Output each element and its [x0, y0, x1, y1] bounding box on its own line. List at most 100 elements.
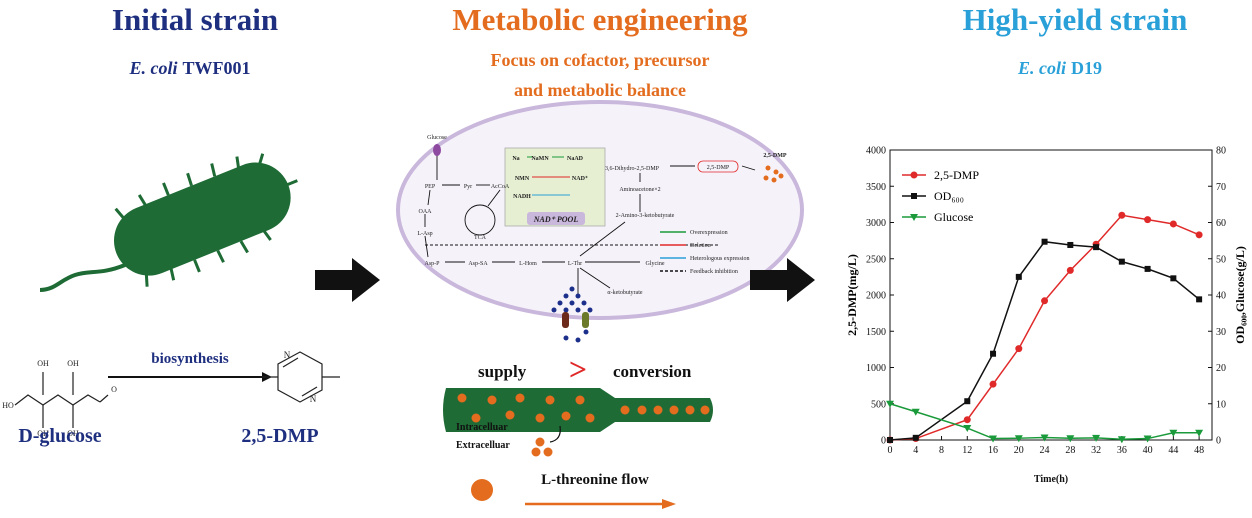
y2-axis-label: OD₆₀₀,Glucose(g/L) — [1233, 246, 1247, 344]
x-tick-label: 24 — [1040, 445, 1050, 456]
pathway-node: Glycine — [646, 261, 665, 267]
glucose-structure — [14, 372, 109, 428]
middle-title: Metabolic engineering — [452, 2, 748, 37]
y-tick-label: 500 — [871, 399, 886, 410]
x-tick-label: 12 — [962, 445, 972, 456]
legend-label: OD₆₀₀ — [934, 189, 964, 203]
pathway-labels: Glucose PEP Pyr AcCoA OAA L-Asp TCA Asp-P Asp-SA… — [417, 135, 787, 296]
data-point — [1014, 435, 1023, 443]
atom-label: OH — [67, 359, 79, 368]
nad-labels: Na NaMN NaAD NMN NAD⁺ NADH — [512, 156, 588, 200]
x-axis-label: Time(h) — [1034, 474, 1068, 485]
data-point — [1093, 244, 1100, 251]
y-tick-label: 2000 — [866, 291, 886, 302]
x-tick-label: 36 — [1117, 445, 1127, 456]
pyrazine-atoms: NN — [284, 350, 317, 404]
data-point — [963, 425, 972, 433]
data-point — [1170, 275, 1177, 282]
chart: 0 4 8 12 16 20 24 28 32 36 40 44 4805001000150020002… — [845, 146, 1247, 486]
x-tick-label: 28 — [1065, 445, 1075, 456]
pathway-node: 3,6-Dihydro-2,5-DMP — [605, 166, 660, 172]
nad-pool-label: NAD⁺ POOL — [533, 215, 579, 224]
substrate-label: D-glucose — [18, 425, 101, 447]
y2-tick-label: 0 — [1216, 436, 1221, 447]
bacterium — [39, 153, 298, 292]
left-subtitle: E. coli TWF001 — [128, 58, 250, 78]
nad-node: NMN — [515, 176, 530, 182]
pathway-node: Asp-SA — [468, 261, 488, 267]
y2-tick-label: 80 — [1216, 146, 1226, 157]
big-arrow — [750, 258, 815, 302]
data-point — [1117, 436, 1126, 444]
data-point — [1040, 434, 1049, 442]
x-tick-label: 40 — [1143, 445, 1153, 456]
series-line — [889, 403, 1200, 441]
atom-label: OH — [37, 359, 49, 368]
x-tick-label: 48 — [1194, 445, 1204, 456]
legend-label: Feedback inhibition — [690, 269, 738, 275]
nad-node: Na — [512, 156, 519, 162]
y-tick-label: 1500 — [866, 327, 886, 338]
x-tick-label: 32 — [1091, 445, 1101, 456]
atom-label: O — [111, 385, 117, 394]
atom-label: OH — [67, 429, 79, 438]
y2-tick-label: 40 — [1216, 291, 1226, 302]
nad-node: NAD⁺ — [572, 175, 588, 182]
species: E. coli — [128, 58, 177, 78]
export-arrow — [549, 425, 561, 443]
pathway-node: TCA — [474, 235, 487, 241]
y-tick-label: 3000 — [866, 218, 886, 229]
pathway-node: 2,5-DMP — [763, 153, 786, 159]
data-point — [964, 398, 971, 405]
pathway-node: α-ketobutyrate — [607, 290, 642, 296]
reaction-label: biosynthesis — [151, 351, 229, 367]
data-point — [1066, 266, 1074, 274]
legend-label: Overexpression — [690, 230, 728, 236]
dmp-box — [697, 160, 739, 173]
conversion-label: conversion — [613, 362, 692, 381]
data-point — [1066, 435, 1075, 443]
big-arrow — [315, 258, 380, 302]
series-line — [889, 214, 1200, 441]
pathway-node: L-Hom — [519, 261, 537, 267]
transporter — [562, 312, 569, 328]
y2-tick-label: 20 — [1216, 363, 1226, 374]
pathway-node: OAA — [419, 209, 433, 215]
legend-marker — [911, 193, 917, 199]
left-title: Initial strain — [112, 2, 278, 37]
product-label: 2,5-DMP — [241, 425, 318, 447]
atom-label: N — [310, 394, 317, 404]
data-point — [1195, 429, 1204, 437]
strain: TWF001 — [182, 58, 250, 78]
y2-tick-label: 60 — [1216, 218, 1226, 229]
data-point — [1118, 258, 1125, 265]
y2-tick-label: 30 — [1216, 327, 1226, 338]
right-title: High-yield strain — [963, 2, 1188, 37]
threonine-dot — [471, 479, 493, 501]
x-tick-label: 4 — [913, 445, 918, 456]
legend-marker — [910, 214, 918, 221]
transporter — [582, 312, 589, 328]
x-tick-label: 16 — [988, 445, 998, 456]
y-tick-label: 0 — [881, 436, 886, 447]
data-point — [989, 380, 997, 388]
glucose-atoms: OH OH HO OH OH O — [2, 359, 117, 438]
y-tick-label: 3500 — [866, 182, 886, 193]
data-point — [1195, 231, 1203, 239]
pathway-node: Asp-P — [424, 261, 440, 267]
data-point — [963, 416, 971, 424]
pathway-node: 2-Amino-3-ketobutyrate — [616, 213, 675, 219]
flow-label: L-threonine flow — [541, 472, 649, 488]
relation-label: > — [569, 351, 587, 387]
flow-pipe — [443, 388, 713, 432]
y2-tick-label: 10 — [1216, 399, 1226, 410]
y-tick-label: 1000 — [866, 363, 886, 374]
data-point — [887, 437, 893, 443]
y-axis-label: 2,5-DMP(mg/L) — [845, 254, 859, 336]
nad-node: NaMN — [531, 156, 549, 162]
nad-node: NADH — [513, 194, 531, 200]
x-tick-label: 8 — [939, 445, 944, 456]
atom-label: N — [284, 350, 291, 360]
data-point — [1144, 216, 1152, 224]
arrow-head — [662, 499, 676, 509]
